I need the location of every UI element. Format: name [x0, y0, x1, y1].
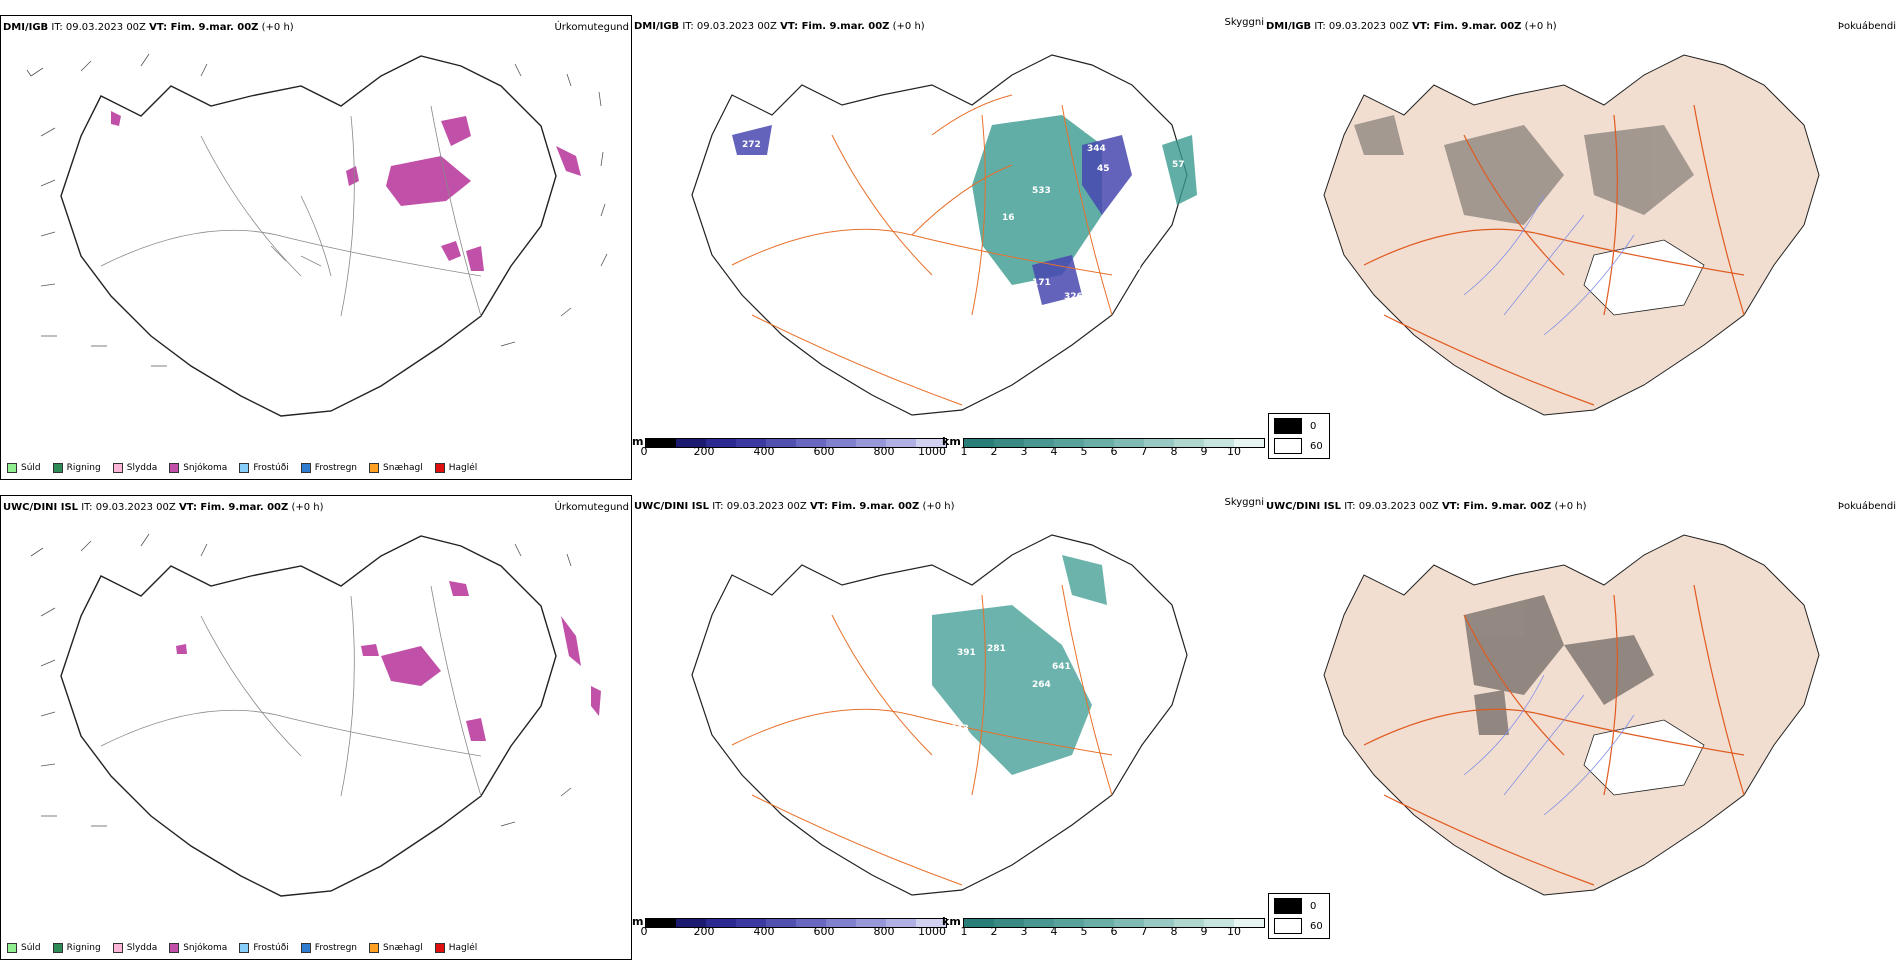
- vis-colorbar-top: km 1 2 3 4 5 6 7 8 9 10: [942, 435, 1265, 458]
- precip-panel-top: DMI/IGB IT: 09.03.2023 00Z VT: Fim. 9.ma…: [0, 15, 632, 480]
- fog-map: [1323, 534, 1820, 896]
- legend-item: Haglél: [434, 943, 477, 953]
- iceland-land: [1323, 54, 1820, 416]
- roads: [1363, 584, 1745, 886]
- legend-item: Snæhagl: [369, 463, 423, 473]
- precip-map: [26, 53, 608, 417]
- svg-text:344: 344: [1087, 144, 1106, 154]
- svg-text:24: 24: [1137, 220, 1150, 230]
- svg-text:272: 272: [742, 140, 761, 150]
- panel-header: UWC/DINI ISL IT: 09.03.2023 00Z VT: Fim.…: [3, 502, 324, 513]
- precip-legend: Súld Rigning Slydda Snjókoma Frostúði Fr…: [7, 463, 477, 473]
- roads: [100, 585, 482, 797]
- legend-item: Haglél: [434, 463, 477, 473]
- panel-name: Þokuábendi: [1837, 501, 1896, 512]
- svg-text:300: 300: [1132, 194, 1151, 204]
- rivers: [1463, 194, 1635, 336]
- visibility-map: 391 281 641 264 690 70 172 643: [691, 534, 1188, 896]
- legend-item: Snæhagl: [369, 943, 423, 953]
- panel-header: DMI/IGB IT: 09.03.2023 00Z VT: Fim. 9.ma…: [634, 21, 925, 32]
- visibility-blue: [732, 125, 1132, 305]
- iceland-outline: [691, 534, 1188, 896]
- legend-item: Frostregn: [300, 463, 357, 473]
- wind-barbs: [30, 533, 572, 827]
- svg-text:307: 307: [1084, 126, 1103, 136]
- legend-item: Slydda: [112, 463, 157, 473]
- fog-panel-top: DMI/IGB IT: 09.03.2023 00Z VT: Fim. 9.ma…: [1264, 15, 1896, 480]
- svg-text:57: 57: [1172, 160, 1185, 170]
- svg-text:22: 22: [1110, 234, 1123, 244]
- svg-text:130: 130: [1122, 263, 1141, 273]
- glacier: [1583, 239, 1705, 316]
- panel-header: DMI/IGB IT: 09.03.2023 00Z VT: Fim. 9.ma…: [1266, 21, 1557, 32]
- panel-header: UWC/DINI ISL IT: 09.03.2023 00Z VT: Fim.…: [634, 501, 955, 512]
- fog-shading: [1464, 595, 1654, 735]
- roads: [1363, 104, 1745, 406]
- legend-item: Snjókoma: [169, 463, 227, 473]
- svg-text:391: 391: [957, 648, 976, 658]
- ceiling-colorbar-bottom: m 0 200 400 600 800 1000: [632, 915, 948, 938]
- glacier: [1583, 719, 1705, 796]
- visibility-teal: [932, 555, 1107, 775]
- visibility-map: 307 344 45 533 300 110 57 180 24 16 130 …: [691, 54, 1197, 416]
- svg-text:281: 281: [987, 644, 1006, 654]
- panel-name: Þokuábendi: [1837, 21, 1896, 32]
- svg-text:264: 264: [1032, 680, 1051, 690]
- legend-item: Rigning: [52, 943, 101, 953]
- panel-name: Úrkomutegund: [554, 22, 629, 33]
- roads: [731, 94, 1113, 406]
- fog-legend-top: 0 60: [1268, 413, 1330, 459]
- legend-item: Súld: [7, 463, 41, 473]
- visibility-teal: [972, 115, 1197, 285]
- svg-text:110: 110: [1127, 152, 1146, 162]
- precip-map: [30, 533, 601, 897]
- panel-header: UWC/DINI ISL IT: 09.03.2023 00Z VT: Fim.…: [1266, 501, 1587, 512]
- svg-text:690: 690: [1092, 680, 1111, 690]
- svg-text:172: 172: [1112, 742, 1131, 752]
- panel-name: Úrkomutegund: [554, 502, 629, 513]
- svg-text:45: 45: [1097, 164, 1110, 174]
- roads: [100, 105, 482, 317]
- precip-panel-bottom: UWC/DINI ISL IT: 09.03.2023 00Z VT: Fim.…: [0, 495, 632, 960]
- legend-item: Frostregn: [300, 943, 357, 953]
- snow-areas: [111, 111, 581, 271]
- panel-name: Skyggni: [1224, 497, 1264, 508]
- fog-panel-bottom: UWC/DINI ISL IT: 09.03.2023 00Z VT: Fim.…: [1264, 495, 1896, 960]
- legend-item: Rigning: [52, 463, 101, 473]
- svg-text:16: 16: [1002, 213, 1015, 223]
- svg-text:641: 641: [1052, 662, 1071, 672]
- precip-legend: Súld Rigning Slydda Snjókoma Frostúði Fr…: [7, 943, 477, 953]
- rivers: [1463, 674, 1635, 816]
- legend-item: Frostúði: [239, 943, 289, 953]
- wind-barbs: [26, 53, 608, 367]
- panel-name: Skyggni: [1224, 17, 1264, 28]
- visibility-panel-top: DMI/IGB IT: 09.03.2023 00Z VT: Fim. 9.ma…: [632, 15, 1264, 480]
- vis-colorbar-bottom: km 1 2 3 4 5 6 7 8 9 10: [942, 915, 1265, 938]
- visibility-labels: 391 281 641 264 690 70 172 643: [950, 644, 1131, 752]
- ceiling-colorbar-top: m 0 200 400 600 800 1000: [632, 435, 948, 458]
- visibility-labels: 307 344 45 533 300 110 57 180 24 16 130 …: [742, 126, 1185, 302]
- fog-shading: [1354, 115, 1694, 225]
- legend-item: Súld: [7, 943, 41, 953]
- svg-text:326: 326: [1064, 292, 1083, 302]
- panel-header: DMI/IGB IT: 09.03.2023 00Z VT: Fim. 9.ma…: [3, 22, 294, 33]
- fog-legend-bottom: 0 60: [1268, 893, 1330, 939]
- snow-areas: [176, 581, 601, 741]
- legend-item: Slydda: [112, 943, 157, 953]
- legend-item: Snjókoma: [169, 943, 227, 953]
- iceland-outline: [60, 535, 557, 897]
- iceland-outline: [60, 55, 557, 417]
- roads: [731, 584, 1113, 886]
- iceland-land: [1323, 534, 1820, 896]
- svg-text:171: 171: [1032, 278, 1051, 288]
- svg-text:643: 643: [950, 724, 969, 734]
- visibility-panel-bottom: UWC/DINI ISL IT: 09.03.2023 00Z VT: Fim.…: [632, 495, 1264, 960]
- fog-map: [1323, 54, 1820, 416]
- svg-text:533: 533: [1032, 186, 1051, 196]
- legend-item: Frostúði: [239, 463, 289, 473]
- svg-text:180: 180: [1104, 218, 1123, 228]
- svg-text:70: 70: [1107, 724, 1120, 734]
